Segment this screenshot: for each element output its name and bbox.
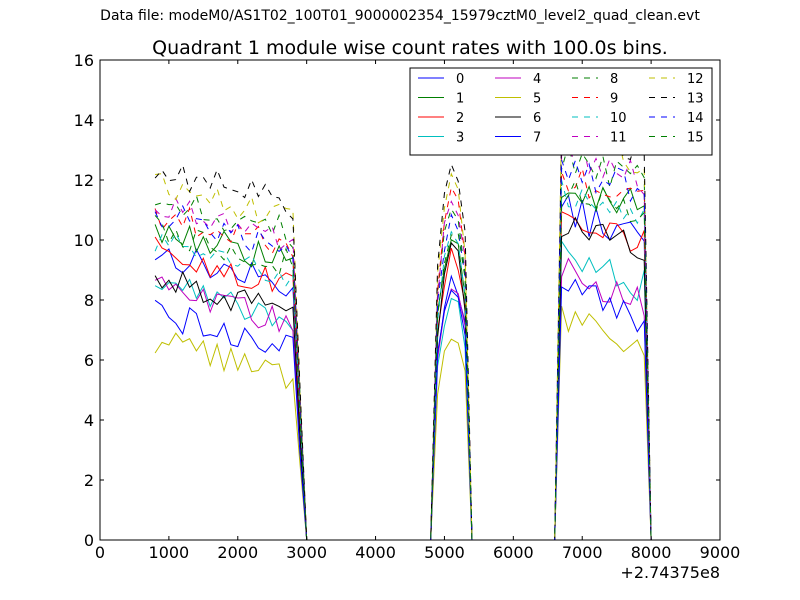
x-tick-label: 7000	[562, 543, 603, 562]
x-tick-label: 4000	[355, 543, 396, 562]
series-line-5	[154, 305, 652, 540]
series-line-13	[154, 105, 652, 540]
series-line-15	[154, 179, 652, 540]
legend-label-14: 14	[687, 111, 704, 126]
legend-label-1: 1	[456, 92, 464, 107]
y-tick-label: 16	[74, 51, 94, 70]
y-tick-label: 2	[84, 471, 94, 490]
x-tick-label: 3000	[286, 543, 327, 562]
series-line-11	[154, 139, 652, 540]
series-line-2	[154, 211, 652, 540]
legend-label-12: 12	[687, 72, 704, 87]
series-line-1	[154, 185, 652, 540]
legend-label-0: 0	[456, 72, 464, 87]
series-line-6	[154, 216, 652, 540]
x-tick-label: 0	[95, 543, 105, 562]
legend-label-7: 7	[533, 131, 541, 146]
x-offset-label: +2.74375e8	[620, 563, 720, 582]
series-line-3	[154, 239, 652, 540]
series-line-4	[154, 257, 652, 540]
legend-label-15: 15	[687, 131, 704, 146]
x-tick-label: 9000	[700, 543, 741, 562]
data-file-title: Data file: modeM0/AS1T02_100T01_90000023…	[100, 8, 700, 24]
legend-label-13: 13	[687, 92, 704, 107]
legend-label-4: 4	[533, 72, 541, 87]
y-tick-label: 6	[84, 351, 94, 370]
legend-label-11: 11	[610, 131, 627, 146]
legend-label-8: 8	[610, 72, 618, 87]
x-tick-label: 6000	[493, 543, 534, 562]
legend-label-10: 10	[610, 111, 627, 126]
legend-box	[409, 67, 713, 156]
series-line-10	[154, 180, 652, 540]
chart-title: Quadrant 1 module wise count rates with …	[152, 37, 668, 59]
x-tick-label: 1000	[149, 543, 190, 562]
legend-label-6: 6	[533, 111, 541, 126]
x-tick-label: 2000	[217, 543, 258, 562]
legend-label-9: 9	[610, 92, 618, 107]
y-tick-label: 12	[74, 171, 94, 190]
series-line-8	[154, 143, 652, 540]
series-line-14	[154, 159, 652, 540]
y-tick-label: 0	[84, 531, 94, 550]
axis-ticks: 0 1000 2000 3000 4000 5000 6000 7000 8000 9000 0 2 4…	[74, 51, 741, 562]
legend-label-5: 5	[533, 92, 541, 107]
y-tick-label: 4	[84, 411, 94, 430]
legend-label-2: 2	[456, 111, 464, 126]
y-tick-label: 8	[84, 291, 94, 310]
series-line-7	[154, 278, 652, 540]
x-tick-label: 5000	[424, 543, 465, 562]
y-tick-label: 10	[74, 231, 94, 250]
legend-label-3: 3	[456, 131, 464, 146]
x-tick-label: 8000	[631, 543, 672, 562]
y-tick-label: 14	[74, 111, 94, 130]
